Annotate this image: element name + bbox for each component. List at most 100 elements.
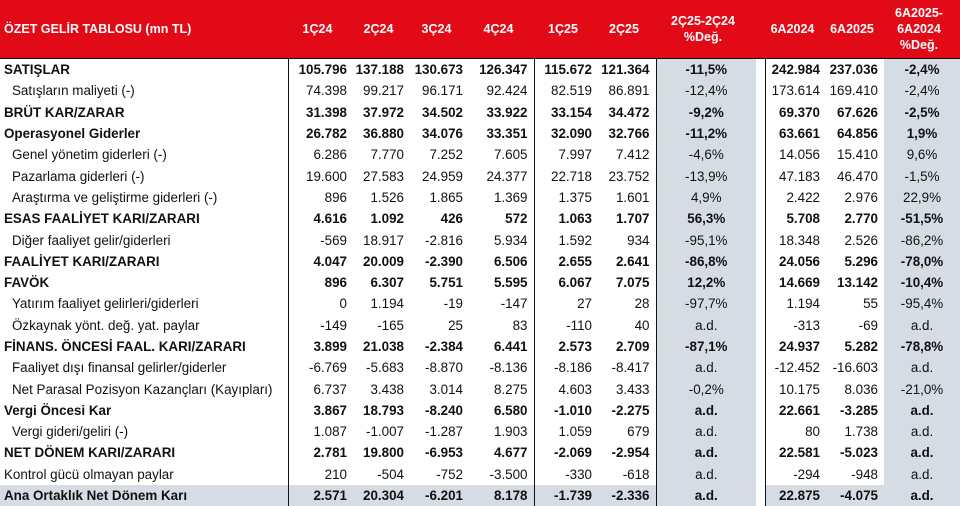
- table-cell: 34.472: [608, 104, 650, 120]
- row-label: NET DÖNEM KARI/ZARARI: [4, 445, 176, 461]
- table-cell: 33.351: [486, 126, 528, 142]
- table-cell: a.d.: [884, 357, 960, 379]
- table-cell: 169.410: [829, 83, 878, 99]
- table-row: Net Parasal Pozisyon Kazançları (Kayıpla…: [0, 378, 960, 400]
- column-gap: [756, 80, 765, 101]
- table-cell: -95,4%: [884, 293, 960, 315]
- table-cell: -13,9%: [655, 165, 756, 187]
- table-cell: -4,6%: [655, 144, 756, 166]
- column-header-6m2025: 6A2025: [826, 0, 884, 59]
- table-cell: 1,9%: [884, 122, 960, 145]
- row-label: Genel yönetim giderleri (-): [12, 147, 167, 163]
- column-header-2q25: 2Ç25: [598, 0, 656, 59]
- table-cell: -948: [851, 466, 878, 482]
- column-gap: [756, 357, 765, 378]
- table-cell: -5.683: [366, 360, 404, 376]
- row-label: Vergi gideri/geliri (-): [12, 424, 129, 440]
- table-cell: a.d.: [884, 442, 960, 464]
- table-cell: -21,0%: [884, 378, 960, 400]
- column-gap: [756, 484, 765, 506]
- table-cell: 1.369: [493, 189, 528, 205]
- table-cell: -86,2%: [884, 229, 960, 251]
- table-row: Vergi Öncesi Kar 3.867 18.793 -8.240 6.580 -1…: [0, 399, 960, 422]
- table-cell: 20.009: [363, 253, 404, 269]
- table-cell: a.d.: [655, 484, 756, 506]
- column-header-2q24: 2Ç24: [353, 0, 410, 59]
- table-cell: 2.526: [844, 232, 878, 248]
- table-cell: 24.377: [486, 168, 528, 184]
- table-cell: 92.424: [486, 83, 528, 99]
- row-label: Net Parasal Pozisyon Kazançları (Kayıpla…: [12, 381, 273, 397]
- table-cell: 7.075: [615, 275, 650, 291]
- table-cell: -78,0%: [884, 250, 960, 272]
- table-cell: 24.959: [422, 168, 463, 184]
- table-cell: -147: [500, 296, 528, 312]
- row-label: Satışların maliyeti (-): [12, 83, 135, 99]
- table-cell: 1.738: [844, 424, 878, 440]
- table-cell: -313: [764, 314, 826, 336]
- table-cell: -110: [533, 314, 598, 336]
- table-cell: -6.769: [287, 357, 353, 379]
- table-cell: 9,6%: [884, 144, 960, 166]
- table-cell: 19.800: [363, 445, 404, 461]
- row-label: Araştırma ve geliştirme giderleri (-): [12, 189, 218, 205]
- column-gap: [756, 293, 765, 314]
- row-label: Faaliyet dışı finansal gelirler/giderler: [12, 360, 227, 376]
- table-cell: a.d.: [884, 421, 960, 443]
- table-cell: -97,7%: [655, 293, 756, 315]
- table-cell: 6.307: [370, 275, 404, 291]
- table-cell: 25: [448, 317, 463, 333]
- row-label: Vergi Öncesi Kar: [4, 402, 112, 418]
- table-cell: 2.571: [287, 484, 353, 506]
- column-gap: [756, 187, 765, 208]
- table-cell: 7.252: [429, 147, 463, 163]
- table-cell: -2,5%: [884, 101, 960, 123]
- table-row: BRÜT KAR/ZARAR 31.398 37.972 34.502 33.922 33…: [0, 101, 960, 123]
- column-header-title: ÖZET GELİR TABLOSU (mn TL): [0, 0, 288, 59]
- table-cell: 33.922: [486, 104, 528, 120]
- table-cell: 64.856: [837, 126, 878, 142]
- table-cell: 1.903: [493, 424, 528, 440]
- table-cell: 5.934: [493, 232, 528, 248]
- table-cell: 37.972: [363, 104, 404, 120]
- table-cell: 5.595: [493, 275, 528, 291]
- table-cell: -6.953: [425, 445, 463, 461]
- column-gap: [756, 464, 765, 485]
- row-label: FAALİYET KARI/ZARARI: [4, 253, 160, 269]
- table-cell: 426: [440, 211, 463, 227]
- table-cell: 6.506: [493, 253, 528, 269]
- table-cell: 22.661: [764, 399, 826, 422]
- table-cell: 173.614: [764, 80, 826, 102]
- table-cell: -1.287: [425, 424, 463, 440]
- table-cell: -8.417: [611, 360, 650, 376]
- table-cell: 2.573: [533, 335, 598, 358]
- table-cell: -2.275: [611, 402, 650, 418]
- table-cell: -6.201: [410, 484, 469, 506]
- table-row: Satışların maliyeti (-) 74.398 99.217 96.17…: [0, 80, 960, 102]
- table-cell: a.d.: [655, 421, 756, 443]
- table-cell: 130.673: [410, 58, 469, 81]
- column-gap: [756, 336, 765, 357]
- table-cell: -294: [764, 463, 826, 485]
- table-cell: 2.655: [533, 250, 598, 272]
- table-cell: 31.398: [287, 101, 353, 123]
- table-cell: 99.217: [363, 83, 404, 99]
- column-gap: [756, 421, 765, 442]
- column-gap: [756, 272, 765, 293]
- table-cell: 6.067: [533, 271, 598, 294]
- table-row: Operasyonel Giderler 26.782 36.880 34.076 33…: [0, 122, 960, 145]
- table-row: FİNANS. ÖNCESİ FAAL. KARI/ZARARI 3.899 21.…: [0, 335, 960, 358]
- table-cell: -149: [287, 314, 353, 336]
- table-cell: 19.600: [287, 165, 353, 187]
- table-cell: 3.014: [429, 381, 463, 397]
- row-label: Kontrol gücü olmayan paylar: [4, 466, 174, 482]
- table-cell: 572: [505, 211, 528, 227]
- table-cell: 4.616: [287, 208, 353, 230]
- table-cell: -504: [377, 466, 404, 482]
- table-cell: 74.398: [287, 80, 353, 102]
- table-cell: 896: [287, 271, 353, 294]
- table-cell: 3.899: [287, 335, 353, 358]
- table-cell: 8.036: [844, 381, 878, 397]
- table-cell: -86,8%: [655, 250, 756, 272]
- column-gap: [756, 442, 765, 463]
